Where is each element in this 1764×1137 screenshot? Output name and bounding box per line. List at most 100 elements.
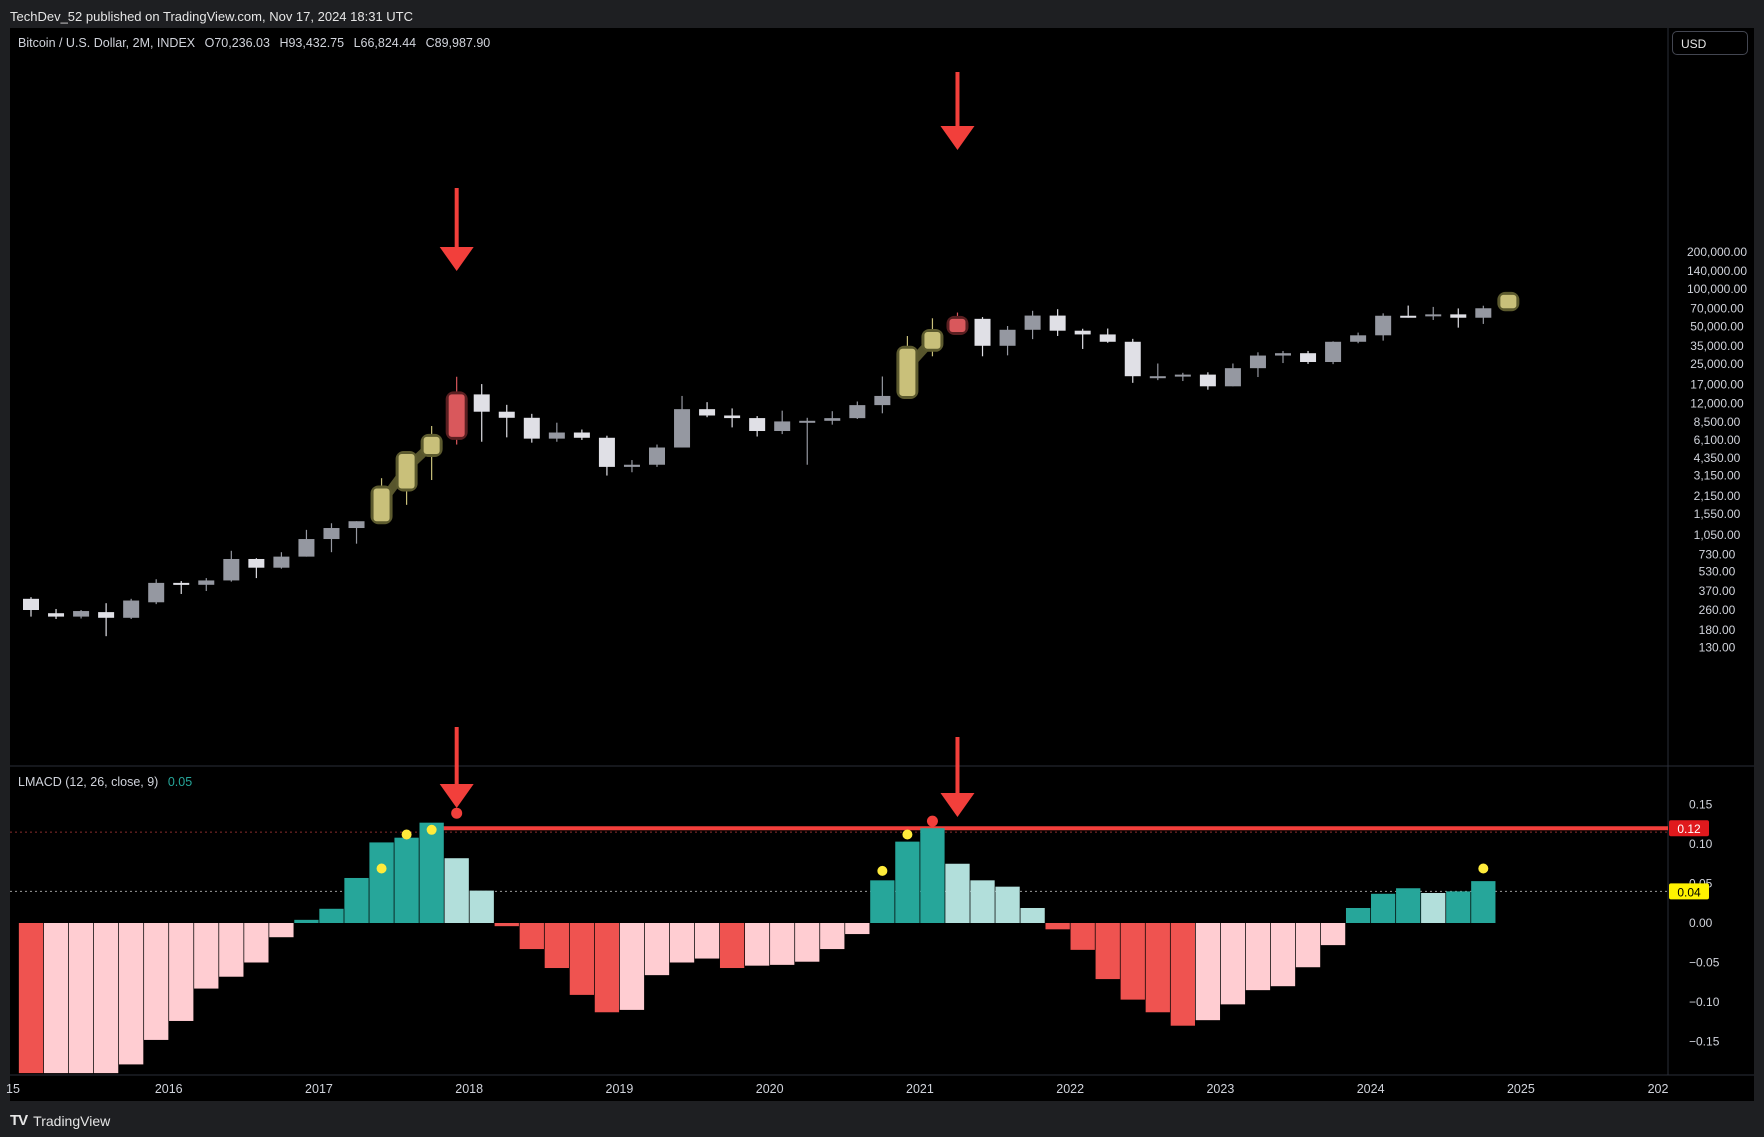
histogram-bar — [870, 880, 895, 923]
histogram-bar — [644, 923, 670, 976]
candle-body — [1249, 355, 1266, 369]
indicator-label: LMACD (12, 26, close, 9) — [18, 775, 159, 789]
histogram-bar — [1070, 923, 1095, 950]
histogram-bar — [1421, 892, 1446, 923]
candle-body — [223, 558, 240, 581]
candle-body — [724, 415, 741, 419]
ref-badge-yellow-label: 0.04 — [1677, 885, 1701, 899]
peak-dot — [902, 829, 913, 840]
price-tick-label: 17,000.00 — [1690, 378, 1744, 392]
indicator-legend[interactable]: LMACD (12, 26, close, 9) 0.05 — [18, 775, 192, 789]
histogram-bar — [569, 923, 595, 995]
peak-dot — [926, 815, 938, 827]
price-tick-label: 4,350.00 — [1694, 451, 1741, 465]
candle-body — [1325, 341, 1342, 363]
histogram-bar — [1120, 923, 1145, 1000]
peak-dot — [426, 824, 437, 835]
lmacd-tick-label: 0.15 — [1689, 798, 1713, 812]
candle-body — [824, 418, 841, 421]
candle-body — [749, 418, 766, 432]
histogram-bar — [1195, 923, 1221, 1021]
histogram-bar — [1345, 907, 1371, 923]
histogram-bar — [1145, 923, 1170, 1013]
histogram-bar — [68, 923, 94, 1074]
time-tick-label: 2024 — [1357, 1082, 1385, 1096]
candle-body — [1174, 374, 1191, 377]
histogram-bar — [119, 923, 144, 1065]
price-arrow-head-icon — [940, 126, 975, 150]
candle-body — [1149, 376, 1166, 379]
lmacd-arrow-head-icon — [940, 793, 975, 817]
histogram-bar — [1170, 923, 1195, 1026]
candle-body — [1475, 308, 1492, 318]
histogram-bar — [294, 919, 319, 923]
tradingview-brand[interactable]: TV TradingView — [10, 1112, 110, 1129]
histogram-bar — [519, 923, 544, 950]
candle-body — [1074, 330, 1091, 335]
peak-dot — [1478, 863, 1489, 874]
histogram-bar — [694, 923, 720, 959]
footer-bar: TV TradingView — [0, 1101, 1764, 1137]
price-tick-label: 130.00 — [1699, 640, 1736, 654]
histogram-bar — [1045, 923, 1070, 930]
price-tick-label: 70,000.00 — [1690, 301, 1744, 315]
candle-body — [699, 409, 716, 416]
time-tick-label: 2018 — [455, 1082, 483, 1096]
histogram-bar — [1020, 907, 1045, 923]
histogram-bar — [1270, 923, 1296, 987]
candle-body — [1300, 353, 1317, 363]
price-tick-label: 100,000.00 — [1687, 282, 1747, 296]
lmacd-tick-label: 0.10 — [1689, 837, 1713, 851]
price-tick-label: 200,000.00 — [1687, 245, 1747, 259]
candle-body — [649, 447, 665, 465]
histogram-bar — [995, 886, 1020, 923]
histogram-bar — [369, 842, 394, 923]
time-tick-label: 2017 — [305, 1082, 333, 1096]
currency-button[interactable]: USD — [1672, 31, 1748, 55]
candle-body — [774, 421, 791, 432]
histogram-bar — [444, 858, 469, 923]
histogram-bar — [820, 923, 845, 950]
candle-body — [1199, 374, 1216, 387]
price-tick-label: 8,500.00 — [1694, 415, 1741, 429]
histogram-bar — [269, 923, 294, 938]
tradingview-logo-icon: TV — [10, 1112, 28, 1129]
price-tick-label: 180.00 — [1699, 623, 1736, 637]
histogram-bar — [920, 828, 945, 923]
peak-dot — [376, 863, 387, 874]
candle-body — [1450, 314, 1467, 318]
histogram-bar — [344, 877, 369, 923]
candle-body — [498, 411, 515, 418]
peak-dot — [401, 829, 412, 840]
indicator-value: 0.05 — [167, 775, 193, 789]
price-tick-label: 2,150.00 — [1694, 489, 1741, 503]
candle-body — [1275, 353, 1291, 356]
price-tick-label: 260.00 — [1699, 603, 1736, 617]
publish-header: TechDev_52 published on TradingView.com,… — [0, 0, 1764, 28]
price-arrow-head-icon — [439, 247, 474, 271]
price-tick-label: 50,000.00 — [1690, 320, 1744, 334]
candle-body — [548, 432, 565, 439]
candle-body — [849, 405, 866, 419]
histogram-bar — [469, 890, 494, 923]
candle-body — [1500, 294, 1517, 309]
histogram-bar — [244, 923, 269, 963]
histogram-bar — [1320, 923, 1346, 946]
histogram-bar — [619, 923, 645, 1010]
symbol-name: Bitcoin / U.S. Dollar, 2M, INDEX — [18, 36, 196, 50]
time-tick-label: 2022 — [1056, 1082, 1084, 1096]
candle-body — [23, 598, 39, 611]
published-text: TechDev_52 published on TradingView.com,… — [10, 9, 414, 24]
candle-body — [949, 318, 966, 332]
legend-open: O70,236.03 — [204, 36, 270, 50]
histogram-bar — [770, 923, 795, 965]
price-tick-label: 12,000.00 — [1690, 396, 1744, 410]
histogram-bar — [93, 923, 119, 1074]
histogram-bar — [1220, 923, 1246, 1005]
price-tick-label: 3,150.00 — [1694, 469, 1741, 483]
candle-body — [173, 582, 190, 585]
legend-high: H93,432.75 — [279, 36, 345, 50]
histogram-bar — [719, 923, 745, 969]
candle-body — [73, 611, 90, 617]
